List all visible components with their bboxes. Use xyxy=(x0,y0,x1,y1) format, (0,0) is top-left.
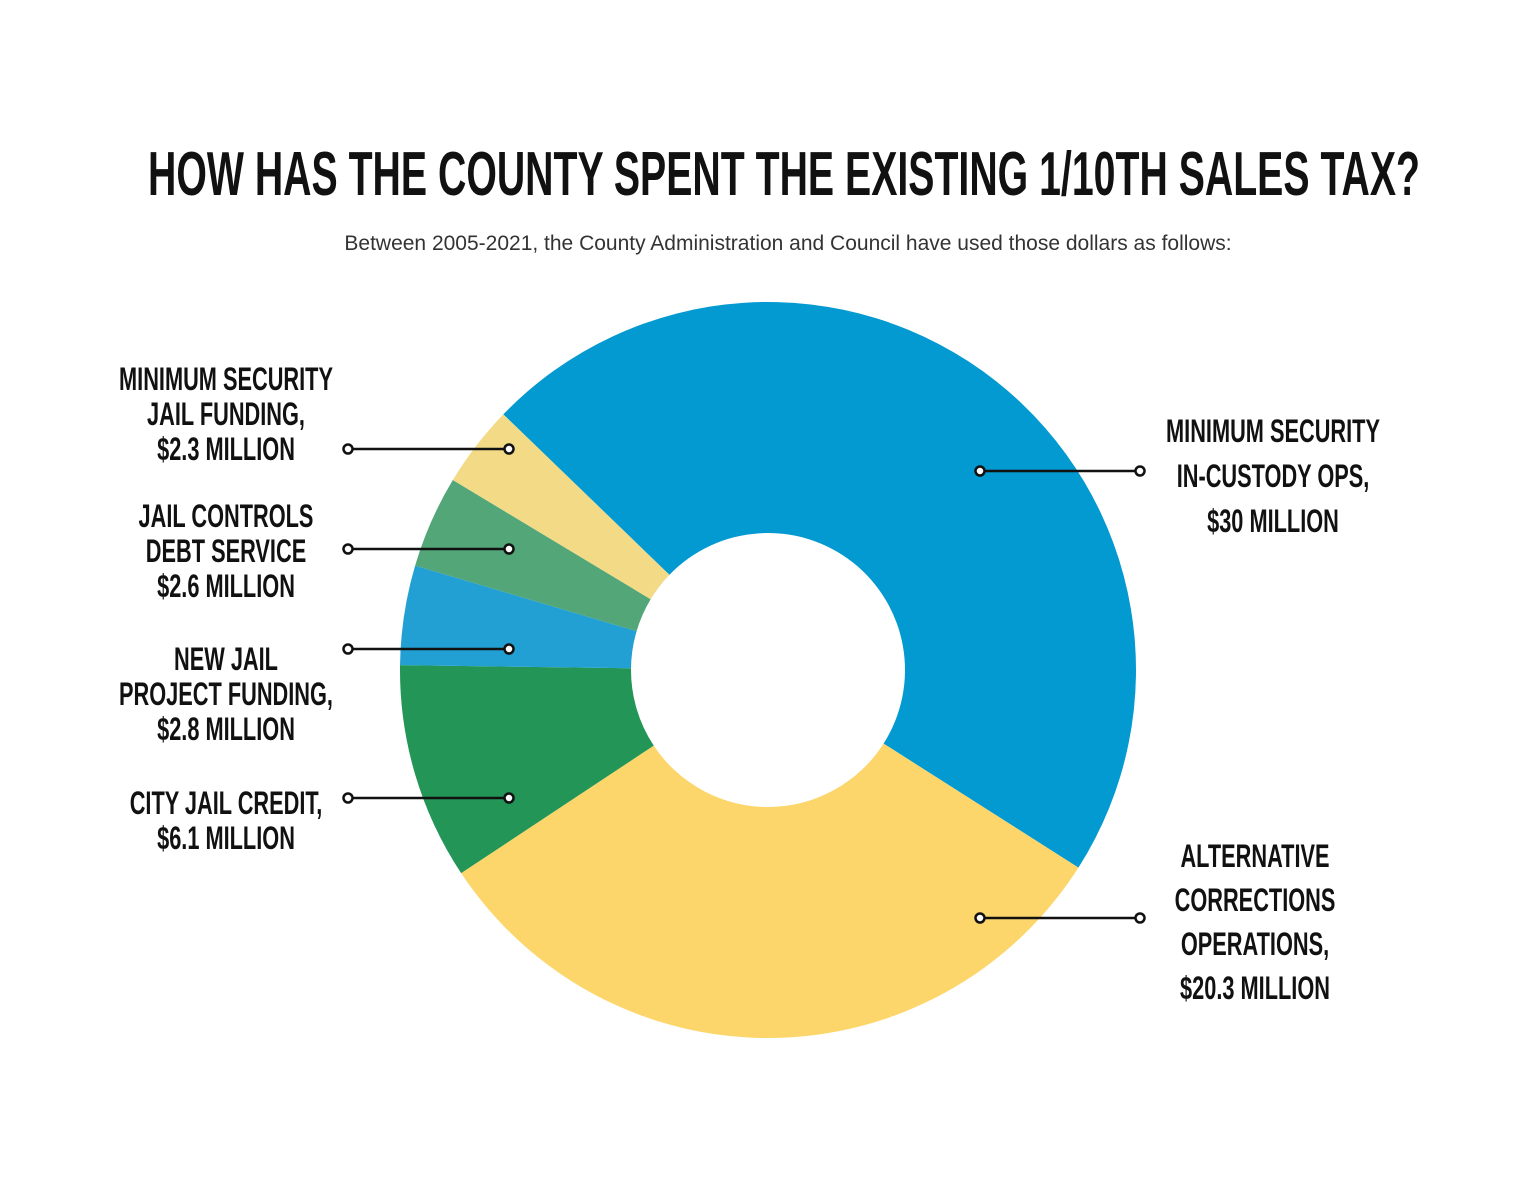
leader-dot xyxy=(503,643,515,655)
category-label: JAIL CONTROLS xyxy=(139,498,314,534)
chart-title: HOW HAS THE COUNTY SPENT THE EXISTING 1/… xyxy=(148,140,1420,209)
leader-dot xyxy=(503,443,515,455)
leader-dot xyxy=(342,792,354,804)
donut-slice xyxy=(503,301,1136,868)
category-label: CITY JAIL CREDIT, xyxy=(130,785,323,821)
category-label: ALTERNATIVE xyxy=(1180,838,1329,874)
donut-slice xyxy=(452,414,670,600)
category-label: JAIL FUNDING, xyxy=(147,396,305,432)
leader-dot xyxy=(503,792,515,804)
category-label: MINIMUM SECURITY xyxy=(1166,413,1380,449)
value-label: $2.8 MILLION xyxy=(157,711,295,747)
category-label: IN-CUSTODY OPS, xyxy=(1177,458,1370,494)
value-label: $2.6 MILLION xyxy=(157,568,295,604)
slice-label: CITY JAIL CREDIT,$6.1 MILLION xyxy=(130,785,323,856)
category-label: MINIMUM SECURITY xyxy=(119,361,333,397)
value-label: $20.3 MILLION xyxy=(1180,970,1330,1006)
donut-slice xyxy=(399,665,654,874)
category-label: DEBT SERVICE xyxy=(146,533,306,569)
leader-dot xyxy=(342,643,354,655)
leader-dot xyxy=(503,543,515,555)
slice-label: ALTERNATIVE CORRECTIONS OPERATIONS, $20.3 M… xyxy=(1175,838,1336,1006)
category-label: CORRECTIONS xyxy=(1175,882,1336,918)
value-label: $2.3 MILLION xyxy=(157,431,295,467)
leader-dot xyxy=(342,543,354,555)
category-label: OPERATIONS, xyxy=(1181,926,1329,962)
chart-subtitle: Between 2005-2021, the County Administra… xyxy=(344,232,1231,255)
category-label: NEW JAIL xyxy=(174,641,278,677)
donut-slice xyxy=(415,480,651,632)
donut-slice xyxy=(461,743,1079,1039)
value-label: $30 MILLION xyxy=(1207,503,1339,539)
slice-label: MINIMUM SECURITY IN-CUSTODY OPS, $30 MILLI… xyxy=(1166,413,1380,539)
category-label: PROJECT FUNDING, xyxy=(119,676,333,712)
leader-dot xyxy=(1134,912,1146,924)
donut-slice xyxy=(400,565,637,669)
leader-dot xyxy=(974,912,986,924)
leader-dot xyxy=(342,443,354,455)
leader-dot xyxy=(974,465,986,477)
value-label: $6.1 MILLION xyxy=(157,820,295,856)
leader-dot xyxy=(1134,465,1146,477)
